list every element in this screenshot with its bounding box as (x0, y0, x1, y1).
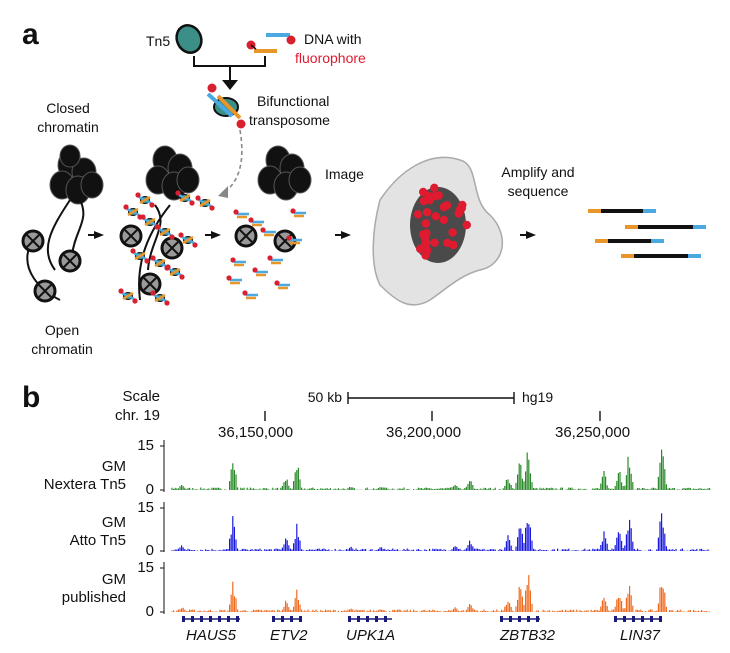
open-label: Open (44, 322, 80, 338)
coord-1: 36,150,000 (218, 424, 294, 441)
signal-tracks (171, 449, 711, 612)
gene-zbtb32: ZBTB32 (500, 627, 556, 644)
coord-2: 36,200,000 (386, 424, 462, 441)
track-2-line1: GM (101, 514, 126, 531)
gene-haus5: HAUS5 (186, 627, 237, 644)
sequencing-reads (588, 209, 706, 258)
gene-models (182, 616, 662, 622)
image-label: Image (325, 166, 364, 182)
chr-label: chr. 19 (114, 407, 160, 424)
fluorophore-label: fluorophore (295, 50, 366, 66)
imaged-cell (372, 156, 504, 306)
amplify-label: Amplify and (501, 164, 575, 180)
panel-a-label: a (22, 18, 39, 51)
track-axes (160, 440, 165, 614)
coord-3: 36,250,000 (555, 424, 631, 441)
scale-label: Scale (122, 388, 160, 405)
panel-b-label: b (22, 381, 41, 414)
track-3-ymin: 0 (145, 603, 154, 620)
dna-with-label: DNA with (304, 31, 362, 47)
track-2-line2: Atto Tn5 (69, 532, 126, 549)
track-1-line2: Nextera Tn5 (43, 476, 126, 493)
closed-chromatin-label: chromatin (37, 119, 99, 135)
dashed-arrow (224, 129, 243, 193)
closed-label: Closed (46, 100, 90, 116)
arrow-head (222, 80, 238, 90)
gene-etv2: ETV2 (270, 627, 308, 644)
track-2-ymin: 0 (145, 542, 154, 559)
track-3-ymax: 15 (137, 559, 154, 576)
coord-ticks (264, 411, 601, 421)
assembly-label: hg19 (522, 389, 554, 405)
track-1-ymax: 15 (137, 437, 154, 454)
transposome-label: transposome (249, 112, 330, 128)
track-1-ymin: 0 (145, 481, 154, 498)
chromatin-initial (21, 144, 104, 303)
track-3-line1: GM (101, 571, 126, 588)
track-1-line1: GM (101, 458, 126, 475)
dna-fluorophore-icon (246, 33, 296, 53)
track-3-line2: published (61, 589, 126, 606)
tn5-protein (175, 24, 203, 54)
combine-arrow (193, 56, 266, 84)
sequence-label: sequence (507, 183, 569, 199)
scale-bar (347, 392, 515, 404)
gene-upk1a: UPK1A (346, 627, 396, 644)
chromatin-tagmented (119, 145, 200, 301)
fluorescent-spots (413, 183, 471, 260)
bifunctional-label: Bifunctional (257, 93, 330, 109)
transposome-icon (206, 83, 246, 129)
dashed-arrow-head (218, 186, 228, 198)
track-2-ymax: 15 (137, 499, 154, 516)
gene-lin37: LIN37 (620, 627, 661, 644)
scale-kb-label: 50 kb (307, 389, 342, 405)
open-chromatin-label: chromatin (31, 341, 93, 357)
tn5-label: Tn5 (146, 33, 171, 49)
bound-transposomes (118, 190, 306, 306)
